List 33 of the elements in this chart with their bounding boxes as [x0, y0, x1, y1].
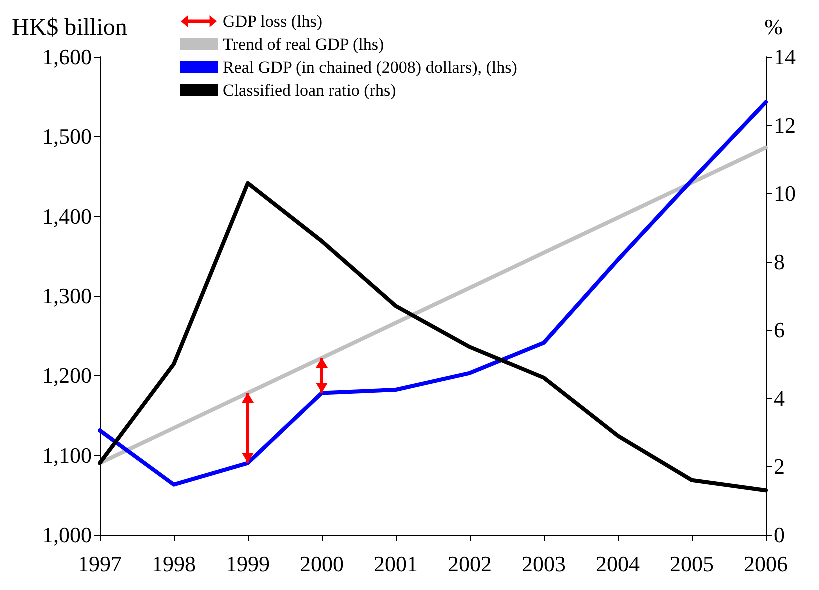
x-tick-label: 1997 — [78, 552, 122, 576]
y2-tick-label: 2 — [774, 454, 785, 480]
x-tick-label: 2005 — [670, 552, 714, 576]
line-series — [98, 146, 768, 466]
legend-label: Trend of real GDP (lhs) — [223, 35, 384, 54]
y-tick-label: 1,100 — [42, 442, 92, 468]
legend-label: Real GDP (in chained (2008) dollars), (lhs) — [223, 58, 518, 77]
line-series — [98, 100, 768, 487]
x-tick-label: 2002 — [448, 552, 492, 576]
y-tick-label: 1,500 — [42, 124, 92, 150]
y2-tick-label: 10 — [774, 181, 796, 206]
legend-label: Classified loan ratio (rhs) — [223, 81, 396, 100]
x-tick-label: 2004 — [596, 552, 640, 576]
y-tick-label: 1,300 — [42, 284, 92, 308]
x-tick-label: 1999 — [226, 552, 270, 576]
x-tick-label: 2003 — [522, 552, 566, 576]
y-tick-label: 1,200 — [42, 363, 92, 388]
legend-label: GDP loss (lhs) — [223, 12, 322, 31]
y-tick-label: 1,400 — [42, 204, 92, 229]
y2-tick-label: 14 — [774, 44, 796, 70]
y-axis-title: HK$ billion — [12, 15, 128, 41]
y2-tick-label: 4 — [774, 386, 785, 411]
x-tick-label: 2006 — [744, 552, 788, 576]
x-tick-label: 2001 — [374, 552, 418, 576]
y2-tick-label: 6 — [774, 318, 785, 343]
x-tick-label: 2000 — [300, 552, 344, 576]
y2-axis-title: % — [764, 14, 783, 40]
x-tick-label: 1998 — [152, 552, 196, 576]
y2-tick-label: 8 — [774, 249, 785, 274]
y2-tick-label: 12 — [774, 112, 796, 138]
y2-tick-label: 0 — [774, 522, 785, 548]
y-tick-label: 1,000 — [42, 522, 92, 548]
y-tick-label: 1,600 — [42, 44, 92, 70]
